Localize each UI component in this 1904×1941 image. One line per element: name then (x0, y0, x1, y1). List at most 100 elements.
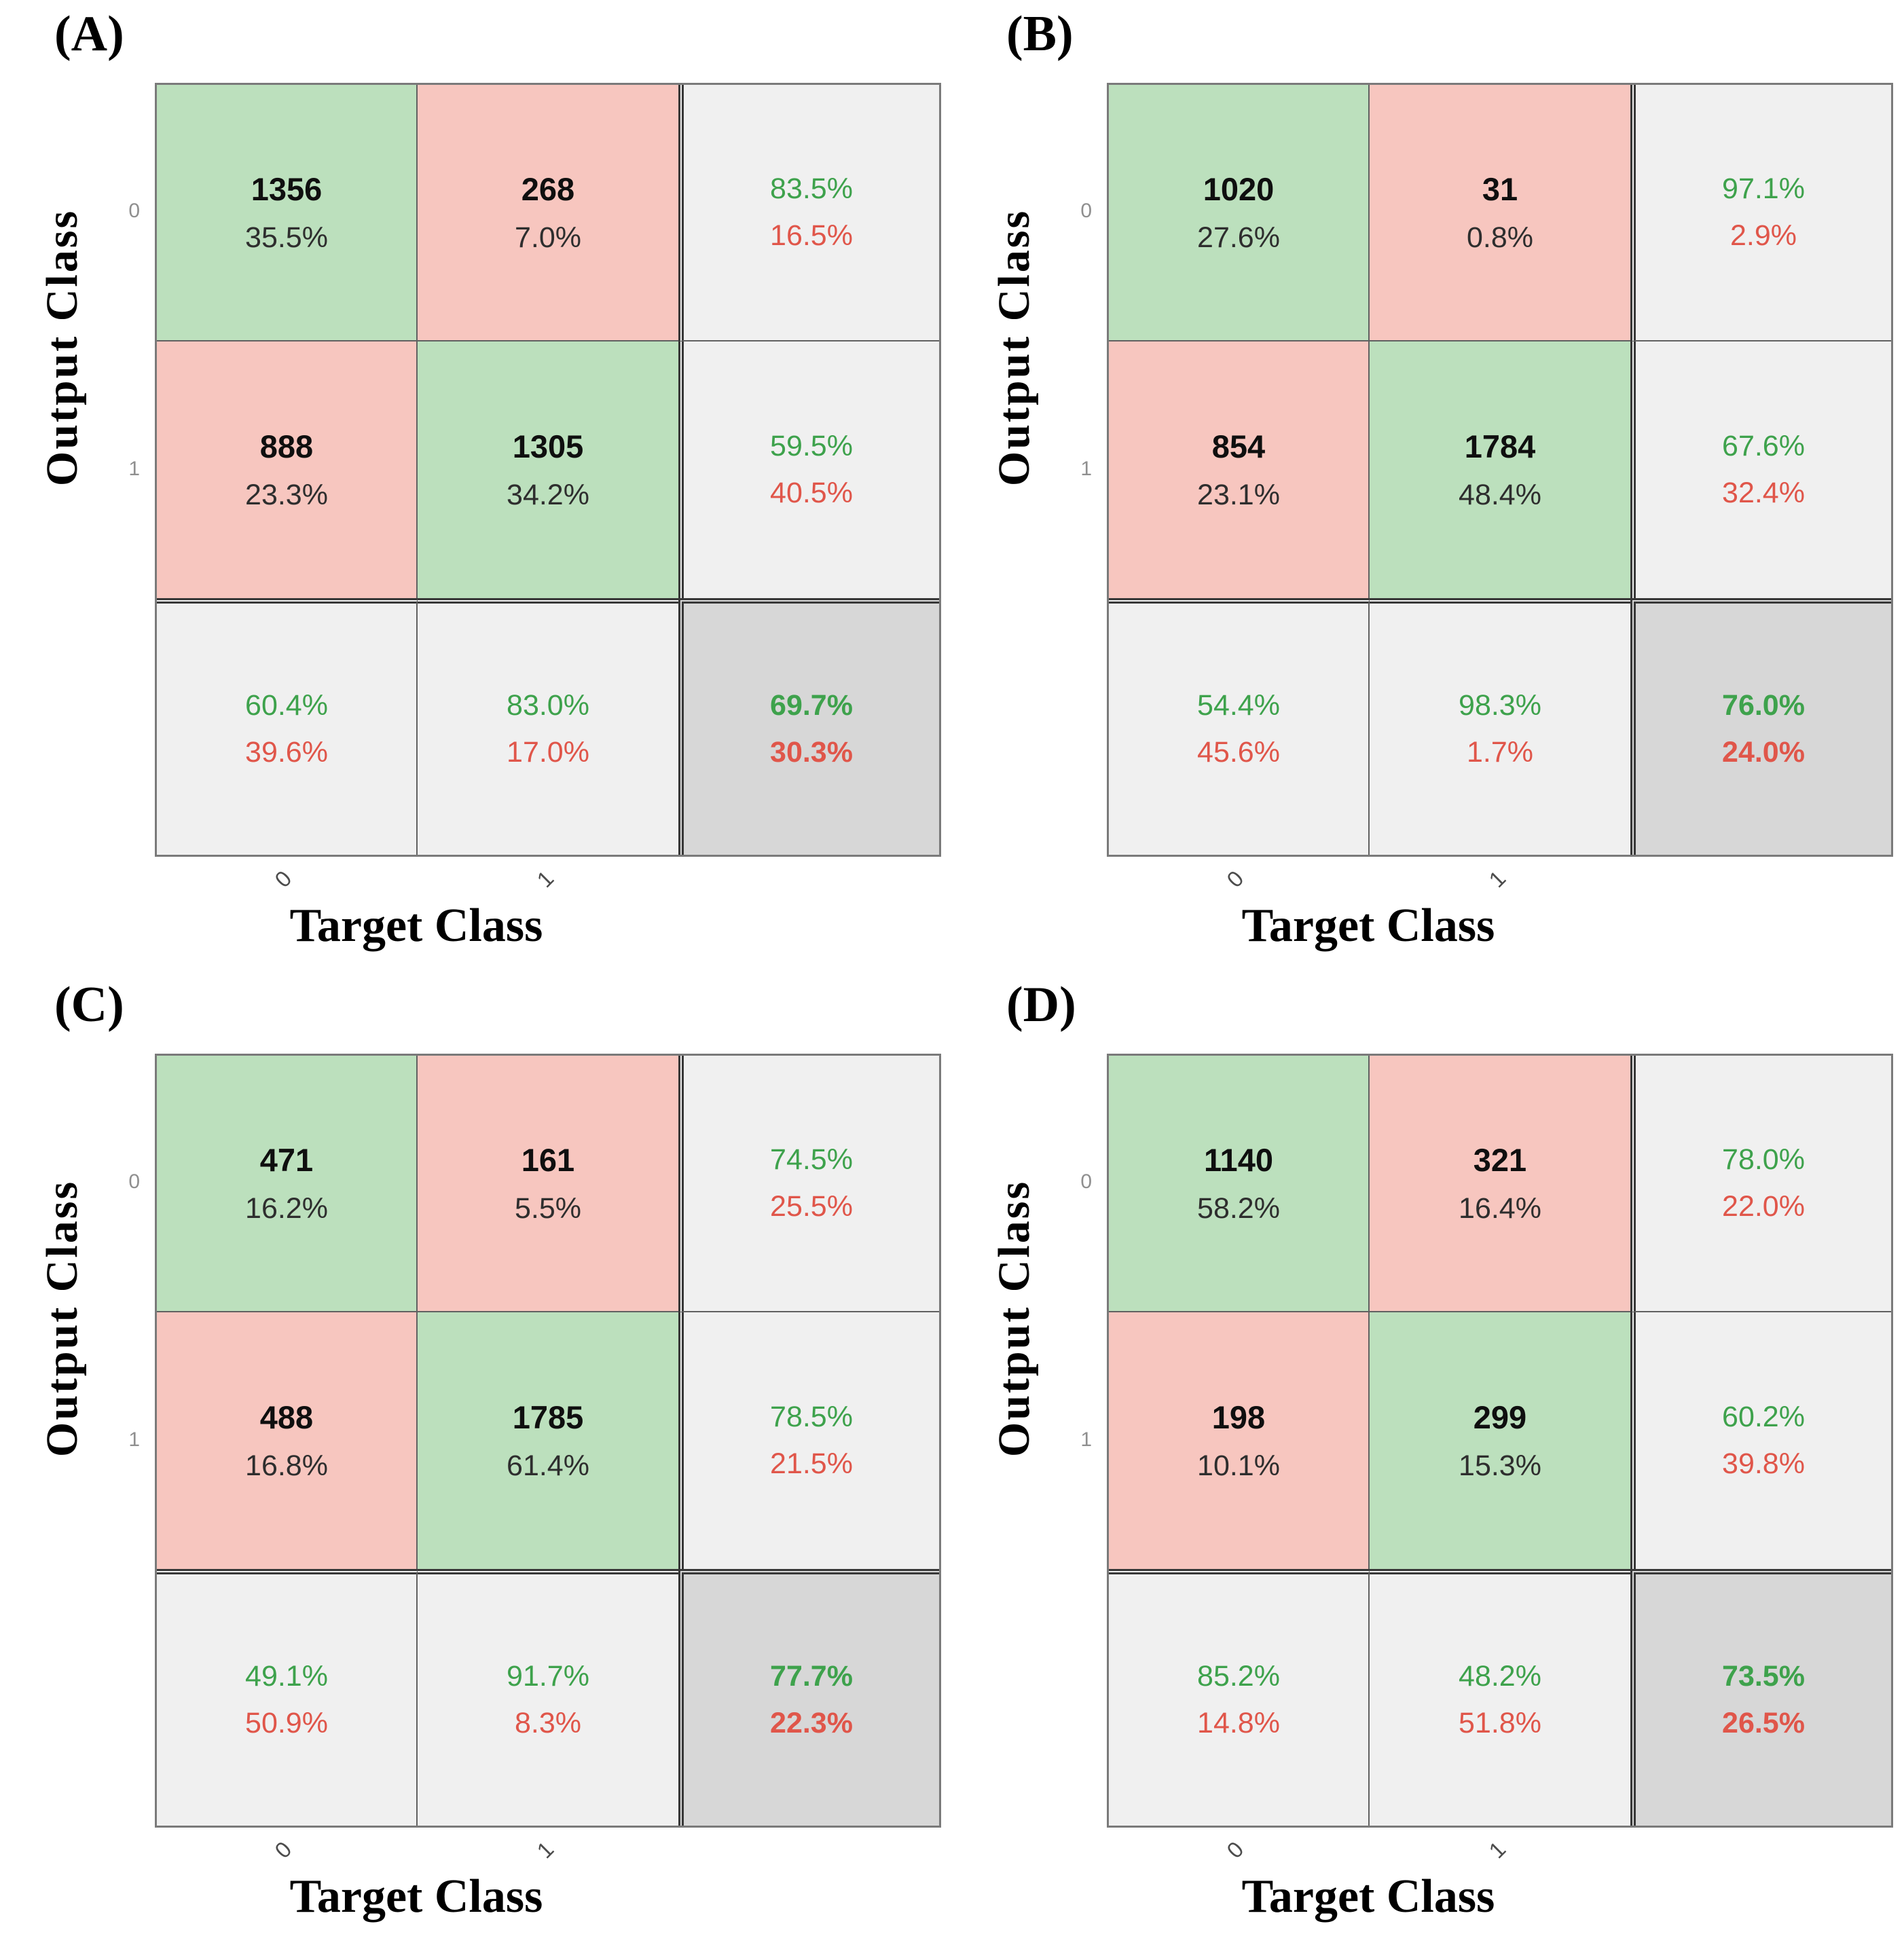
y-tick-0: 0 (128, 200, 140, 222)
confusion-matrix: 1020 27.6% 31 0.8% 97.1% 2.9% 854 23.1% … (1107, 83, 1893, 857)
cell-output1-target0: 854 23.1% (1109, 341, 1370, 598)
summary-positive: 60.2% (1722, 1401, 1805, 1433)
cell-percent: 48.4% (1459, 479, 1541, 511)
overall-summary: 77.7% 22.3% (678, 1569, 939, 1826)
summary-negative: 14.8% (1197, 1707, 1280, 1739)
cell-output1-target1: 1784 48.4% (1370, 341, 1630, 598)
cell-percent: 23.1% (1197, 479, 1280, 511)
summary-positive: 59.5% (770, 430, 853, 462)
y-axis-title: Output Class (37, 1179, 87, 1458)
cell-percent: 27.6% (1197, 221, 1280, 254)
summary-positive: 78.0% (1722, 1143, 1805, 1176)
row-summary-1: 78.5% 21.5% (678, 1312, 939, 1569)
cell-count: 888 (259, 428, 314, 464)
panel-letter: (C) (54, 977, 124, 1033)
col-summary-0: 85.2% 14.8% (1109, 1569, 1370, 1826)
confusion-matrix: 471 16.2% 161 5.5% 74.5% 25.5% 488 16.8%… (155, 1054, 941, 1828)
summary-negative: 26.5% (1722, 1707, 1805, 1739)
row-summary-0: 97.1% 2.9% (1630, 85, 1891, 341)
cell-count: 1785 (512, 1399, 584, 1435)
cell-count: 161 (521, 1142, 575, 1178)
y-axis-title: Output Class (989, 208, 1039, 487)
summary-positive: 48.2% (1459, 1660, 1541, 1693)
col-summary-1: 48.2% 51.8% (1370, 1569, 1630, 1826)
cell-count: 268 (521, 171, 575, 207)
summary-negative: 1.7% (1466, 736, 1533, 769)
panel-letter: (B) (1006, 6, 1074, 62)
y-tick-0: 0 (1080, 200, 1092, 222)
panel-D: (D) Output Class 0 1 1140 58.2% 321 16.4… (952, 971, 1904, 1941)
cell-percent: 34.2% (507, 479, 589, 511)
cell-percent: 10.1% (1197, 1449, 1280, 1482)
y-tick-1: 1 (1080, 1428, 1092, 1451)
cell-percent: 16.4% (1459, 1192, 1541, 1225)
summary-negative: 45.6% (1197, 736, 1280, 769)
x-tick-0: 0 (1222, 866, 1249, 893)
cell-percent: 35.5% (245, 221, 328, 254)
cell-output1-target1: 1305 34.2% (418, 341, 678, 598)
cell-output1-target1: 299 15.3% (1370, 1312, 1630, 1569)
col-summary-0: 49.1% 50.9% (157, 1569, 418, 1826)
cell-count: 1140 (1204, 1142, 1273, 1178)
summary-positive: 91.7% (507, 1660, 589, 1693)
summary-positive: 76.0% (1722, 689, 1805, 722)
x-axis-title: Target Class (1241, 1870, 1495, 1923)
summary-positive: 67.6% (1722, 430, 1805, 462)
cell-count: 299 (1473, 1399, 1527, 1435)
row-summary-0: 74.5% 25.5% (678, 1056, 939, 1312)
summary-negative: 30.3% (770, 736, 853, 769)
summary-negative: 32.4% (1722, 477, 1805, 509)
cell-count: 1356 (251, 171, 323, 207)
y-tick-1: 1 (128, 458, 140, 480)
summary-negative: 22.0% (1722, 1190, 1805, 1223)
summary-negative: 24.0% (1722, 736, 1805, 769)
cell-output0-target0: 1020 27.6% (1109, 85, 1370, 341)
overall-summary: 76.0% 24.0% (1630, 598, 1891, 855)
summary-positive: 73.5% (1722, 1660, 1805, 1693)
cell-output1-target0: 888 23.3% (157, 341, 418, 598)
overall-summary: 69.7% 30.3% (678, 598, 939, 855)
summary-positive: 78.5% (770, 1401, 853, 1433)
cell-output1-target0: 488 16.8% (157, 1312, 418, 1569)
x-axis-title: Target Class (289, 900, 543, 952)
x-axis-title: Target Class (1241, 900, 1495, 952)
row-summary-0: 83.5% 16.5% (678, 85, 939, 341)
cell-count: 198 (1211, 1399, 1266, 1435)
summary-negative: 17.0% (507, 736, 589, 769)
cell-output0-target1: 268 7.0% (418, 85, 678, 341)
cell-output0-target0: 1356 35.5% (157, 85, 418, 341)
y-axis-title: Output Class (989, 1179, 1039, 1458)
cell-count: 854 (1211, 428, 1266, 464)
row-summary-0: 78.0% 22.0% (1630, 1056, 1891, 1312)
col-summary-1: 91.7% 8.3% (418, 1569, 678, 1826)
summary-negative: 25.5% (770, 1190, 853, 1223)
summary-negative: 21.5% (770, 1447, 853, 1480)
cell-percent: 5.5% (514, 1192, 581, 1225)
x-tick-0: 0 (270, 866, 297, 893)
cell-count: 488 (259, 1399, 314, 1435)
summary-positive: 83.0% (507, 689, 589, 722)
cell-count: 1305 (512, 428, 584, 464)
col-summary-0: 60.4% 39.6% (157, 598, 418, 855)
x-tick-0: 0 (270, 1836, 297, 1864)
cell-count: 471 (259, 1142, 314, 1178)
overall-summary: 73.5% 26.5% (1630, 1569, 1891, 1826)
col-summary-0: 54.4% 45.6% (1109, 598, 1370, 855)
cell-percent: 58.2% (1197, 1192, 1280, 1225)
cell-output0-target1: 321 16.4% (1370, 1056, 1630, 1312)
summary-positive: 60.4% (245, 689, 328, 722)
x-tick-0: 0 (1222, 1836, 1249, 1864)
y-tick-0: 0 (128, 1170, 140, 1193)
summary-negative: 39.6% (245, 736, 328, 769)
x-tick-1: 1 (532, 866, 559, 893)
confusion-matrix: 1140 58.2% 321 16.4% 78.0% 22.0% 198 10.… (1107, 1054, 1893, 1828)
y-tick-0: 0 (1080, 1170, 1092, 1193)
x-tick-1: 1 (1484, 866, 1511, 893)
x-tick-1: 1 (532, 1836, 559, 1864)
cell-percent: 7.0% (514, 221, 581, 254)
cell-output0-target1: 31 0.8% (1370, 85, 1630, 341)
cell-percent: 16.8% (245, 1449, 328, 1482)
y-tick-1: 1 (128, 1428, 140, 1451)
col-summary-1: 98.3% 1.7% (1370, 598, 1630, 855)
x-tick-1: 1 (1484, 1836, 1511, 1864)
